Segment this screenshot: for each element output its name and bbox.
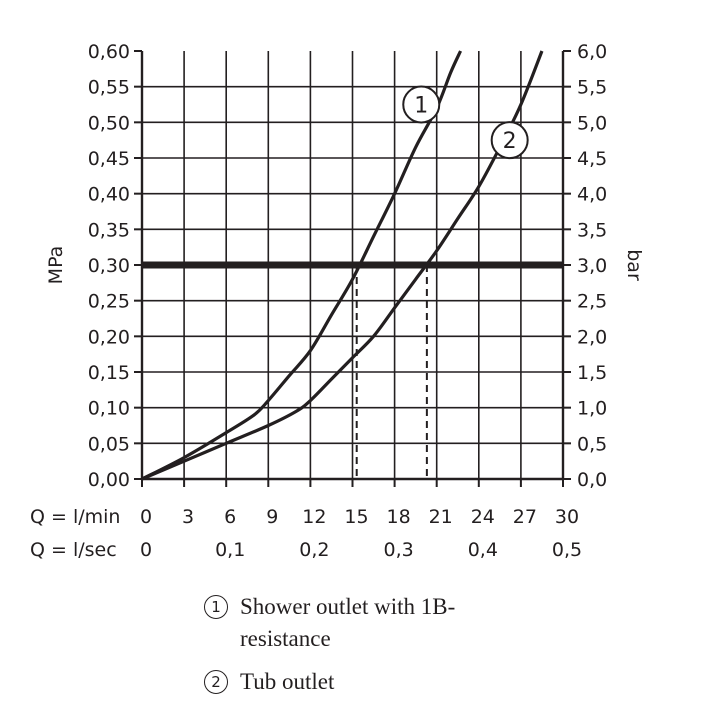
- y-tick-label-mpa: 0,55: [88, 77, 130, 99]
- legend-label-1: Shower outlet with 1B-resistance: [240, 594, 456, 651]
- x-tick-label-lmin: 18: [387, 506, 411, 528]
- x-tick-label-lsec: 0,1: [215, 539, 245, 561]
- series-line-2: [141, 50, 544, 481]
- y-tick-label-bar: 0,0: [577, 469, 607, 491]
- axis-frame: [134, 50, 571, 487]
- x-tick-label-lmin: 9: [266, 506, 278, 528]
- y-tick-label-mpa: 0,35: [88, 219, 130, 241]
- legend-item-2: 2 Tub outlet: [204, 666, 534, 698]
- y-axis-title-left: MPa: [45, 246, 67, 285]
- legend-label-2: Tub outlet: [240, 669, 335, 694]
- y-tick-label-bar: 4,5: [577, 148, 607, 170]
- y-tick-label-bar: 0,5: [577, 433, 607, 455]
- y-tick-label-bar: 4,0: [577, 184, 607, 206]
- y-tick-label-bar: 6,0: [577, 41, 607, 63]
- y-tick-label-mpa: 0,30: [88, 255, 130, 277]
- x-row-label-lmin: Q = l/min: [30, 506, 120, 528]
- series-layer: 12: [141, 50, 544, 481]
- x-tick-label-lmin: 12: [302, 506, 326, 528]
- y-tick-label-mpa: 0,05: [88, 433, 130, 455]
- x-tick-label-lsec: 0,5: [552, 539, 582, 561]
- y-tick-label-mpa: 0,50: [88, 112, 130, 134]
- y-tick-label-bar: 2,5: [577, 291, 607, 313]
- series-marker-1: [402, 85, 441, 124]
- grid: [142, 51, 563, 479]
- y-tick-label-mpa: 0,40: [88, 184, 130, 206]
- x-tick-label-lmin: 30: [555, 506, 579, 528]
- y-tick-label-mpa: 0,00: [88, 469, 130, 491]
- y-tick-label-mpa: 0,10: [88, 398, 130, 420]
- x-tick-label-lsec: 0: [140, 539, 152, 561]
- x-tick-label-lmin: 6: [224, 506, 236, 528]
- y-tick-label-bar: 1,5: [577, 362, 607, 384]
- x-tick-label-lmin: 15: [344, 506, 368, 528]
- y-tick-label-mpa: 0,60: [88, 41, 130, 63]
- x-tick-label-lmin: 24: [471, 506, 495, 528]
- y-tick-label-mpa: 0,25: [88, 291, 130, 313]
- x-tick-label-lmin: 21: [429, 506, 453, 528]
- x-tick-label-lsec: 0,3: [383, 539, 413, 561]
- y-tick-label-bar: 5,5: [577, 77, 607, 99]
- axis-labels: 0,000,050,100,150,200,250,300,350,400,45…: [30, 41, 645, 561]
- x-tick-label-lsec: 0,2: [299, 539, 329, 561]
- series-marker-label-1: 1: [414, 94, 428, 119]
- y-tick-label-mpa: 0,45: [88, 148, 130, 170]
- y-tick-label-bar: 3,5: [577, 219, 607, 241]
- y-tick-label-mpa: 0,15: [88, 362, 130, 384]
- y-tick-label-mpa: 0,20: [88, 326, 130, 348]
- x-tick-label-lmin: 0: [140, 506, 152, 528]
- legend-marker-1: 1: [204, 595, 228, 619]
- y-axis-title-right: bar: [623, 249, 645, 281]
- x-tick-label-lmin: 3: [182, 506, 194, 528]
- series-marker-label-2: 2: [503, 129, 517, 154]
- y-tick-label-bar: 5,0: [577, 112, 607, 134]
- x-tick-label-lsec: 0,4: [468, 539, 498, 561]
- legend-marker-2: 2: [204, 670, 228, 694]
- legend-item-1: 1 Shower outlet with 1B-resistance: [204, 591, 534, 655]
- x-tick-label-lmin: 27: [513, 506, 537, 528]
- y-tick-label-bar: 3,0: [577, 255, 607, 277]
- y-tick-label-bar: 1,0: [577, 398, 607, 420]
- y-tick-label-bar: 2,0: [577, 326, 607, 348]
- series-marker-2: [490, 121, 529, 160]
- x-row-label-lsec: Q = l/sec: [30, 539, 117, 561]
